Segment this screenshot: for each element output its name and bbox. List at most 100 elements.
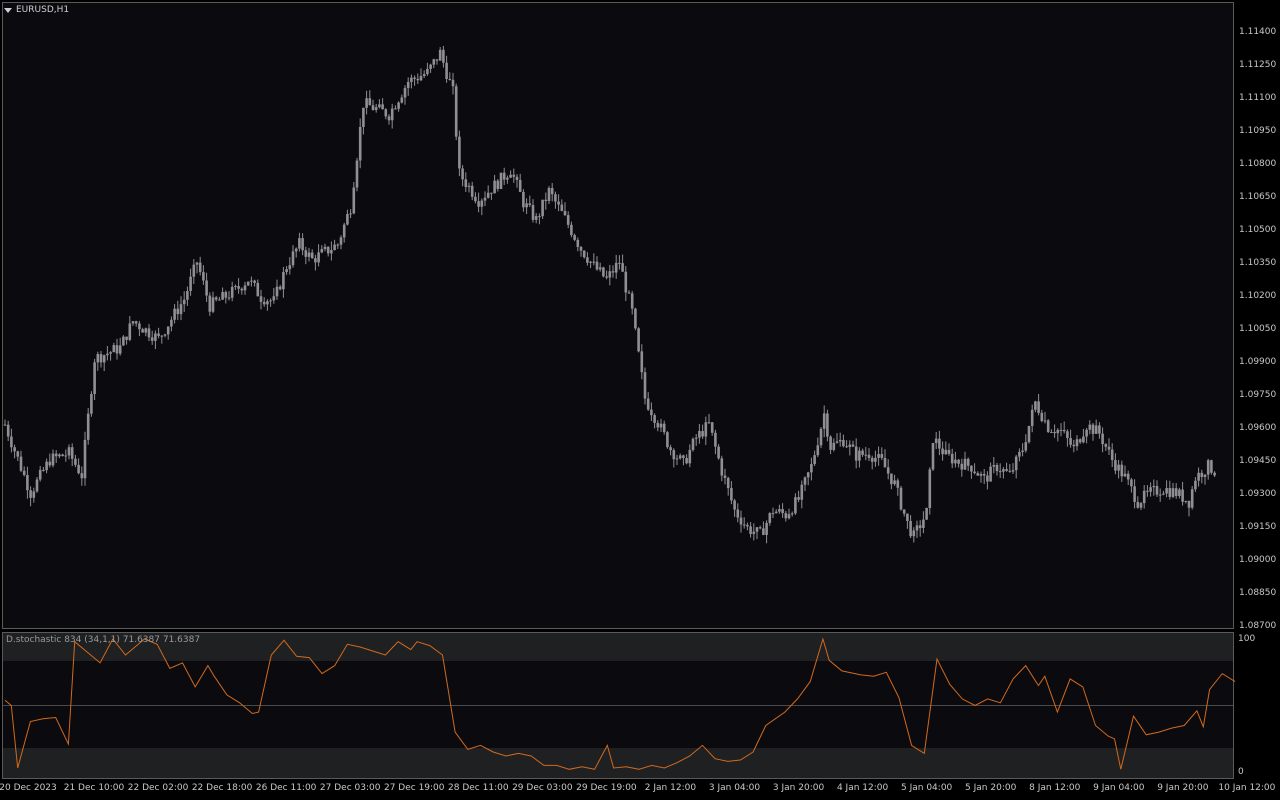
candle: [653, 413, 656, 429]
candle: [749, 522, 752, 538]
candle: [1021, 443, 1024, 457]
candle: [995, 462, 999, 476]
candle: [38, 465, 42, 482]
candle: [346, 209, 349, 226]
candle-body: [445, 62, 448, 79]
price-axis-label: 1.09450: [1239, 456, 1277, 466]
candle: [138, 320, 141, 337]
candle: [746, 522, 749, 531]
candle: [826, 409, 829, 442]
candle-body: [1213, 472, 1216, 476]
candle: [733, 498, 736, 517]
candle: [694, 434, 698, 446]
candle: [355, 157, 359, 192]
candle: [682, 454, 685, 466]
candle-body: [550, 187, 554, 195]
candle-body: [266, 301, 269, 305]
price-chart-panel[interactable]: [2, 2, 1234, 629]
price-axis-label: 1.11100: [1239, 93, 1277, 103]
candle-body: [771, 513, 775, 515]
candle: [589, 260, 592, 269]
price-axis-label: 1.09600: [1239, 423, 1277, 433]
candle-body: [1139, 503, 1143, 508]
candle-body: [672, 450, 676, 460]
candle-body: [1018, 451, 1021, 457]
candle-body: [602, 267, 605, 277]
candle: [499, 172, 503, 190]
candle: [1126, 470, 1130, 486]
candle: [816, 437, 820, 458]
candle: [944, 441, 948, 455]
candle-body: [826, 413, 829, 437]
candle-body: [762, 528, 765, 535]
candle-body: [653, 415, 656, 423]
candle: [800, 480, 804, 509]
candle: [781, 503, 784, 518]
candle-body: [458, 136, 461, 169]
candle-body: [490, 192, 493, 194]
candle-body: [784, 513, 788, 519]
candle-body: [173, 308, 176, 320]
candle: [928, 467, 932, 515]
candle: [467, 182, 471, 193]
candle: [554, 191, 557, 209]
candle-body: [726, 477, 730, 489]
candle: [1197, 467, 1200, 487]
candle: [122, 335, 125, 346]
candle: [611, 265, 615, 278]
indicator-title: D.stochastic 834 (34,1,1) 71.6387 71.638…: [6, 635, 201, 645]
candle: [576, 237, 580, 252]
candle-body: [627, 292, 631, 294]
candle-body: [979, 473, 983, 476]
candle: [58, 453, 61, 459]
candle: [726, 476, 730, 496]
candle: [989, 462, 992, 482]
candle-body: [1037, 401, 1040, 413]
candle-body: [704, 422, 708, 437]
candle-body: [48, 461, 52, 466]
candle-body: [483, 197, 487, 201]
symbol-timeframe-menu[interactable]: EURUSD,H1: [4, 3, 69, 17]
candle-body: [1066, 431, 1069, 439]
candle: [1027, 425, 1031, 444]
candle: [966, 457, 970, 472]
candle: [525, 198, 528, 215]
candle-body: [214, 297, 218, 300]
candle: [925, 507, 928, 520]
candle: [419, 68, 423, 82]
candle-body: [243, 285, 247, 291]
candle: [573, 233, 576, 242]
candle: [515, 174, 519, 188]
candle: [1184, 500, 1188, 504]
candle-body: [650, 409, 653, 416]
candle: [214, 295, 218, 302]
candle: [243, 281, 247, 295]
candle: [778, 504, 781, 514]
symbol-label: EURUSD,H1: [16, 5, 70, 15]
candle: [400, 94, 404, 104]
candle: [538, 213, 541, 225]
candle: [1072, 439, 1076, 453]
candle-body: [1158, 494, 1162, 496]
candle-body: [1178, 489, 1181, 496]
candle: [1030, 404, 1034, 433]
candle-body: [698, 431, 701, 438]
candle-body: [486, 192, 490, 198]
candle-body: [512, 174, 516, 177]
candle: [109, 351, 112, 361]
candle: [880, 447, 884, 460]
candle: [253, 279, 256, 287]
candle-body: [973, 471, 976, 474]
candle-body: [413, 77, 416, 79]
candle-body: [314, 258, 317, 263]
candle: [333, 239, 336, 251]
candle: [794, 493, 797, 515]
price-axis-label: 1.09000: [1239, 555, 1277, 565]
candle: [563, 202, 567, 217]
candle-body: [611, 271, 615, 273]
candle-body: [800, 484, 804, 500]
candle-body: [1142, 490, 1146, 504]
candle-body: [864, 454, 868, 456]
candle: [288, 257, 292, 275]
candle: [710, 422, 714, 436]
